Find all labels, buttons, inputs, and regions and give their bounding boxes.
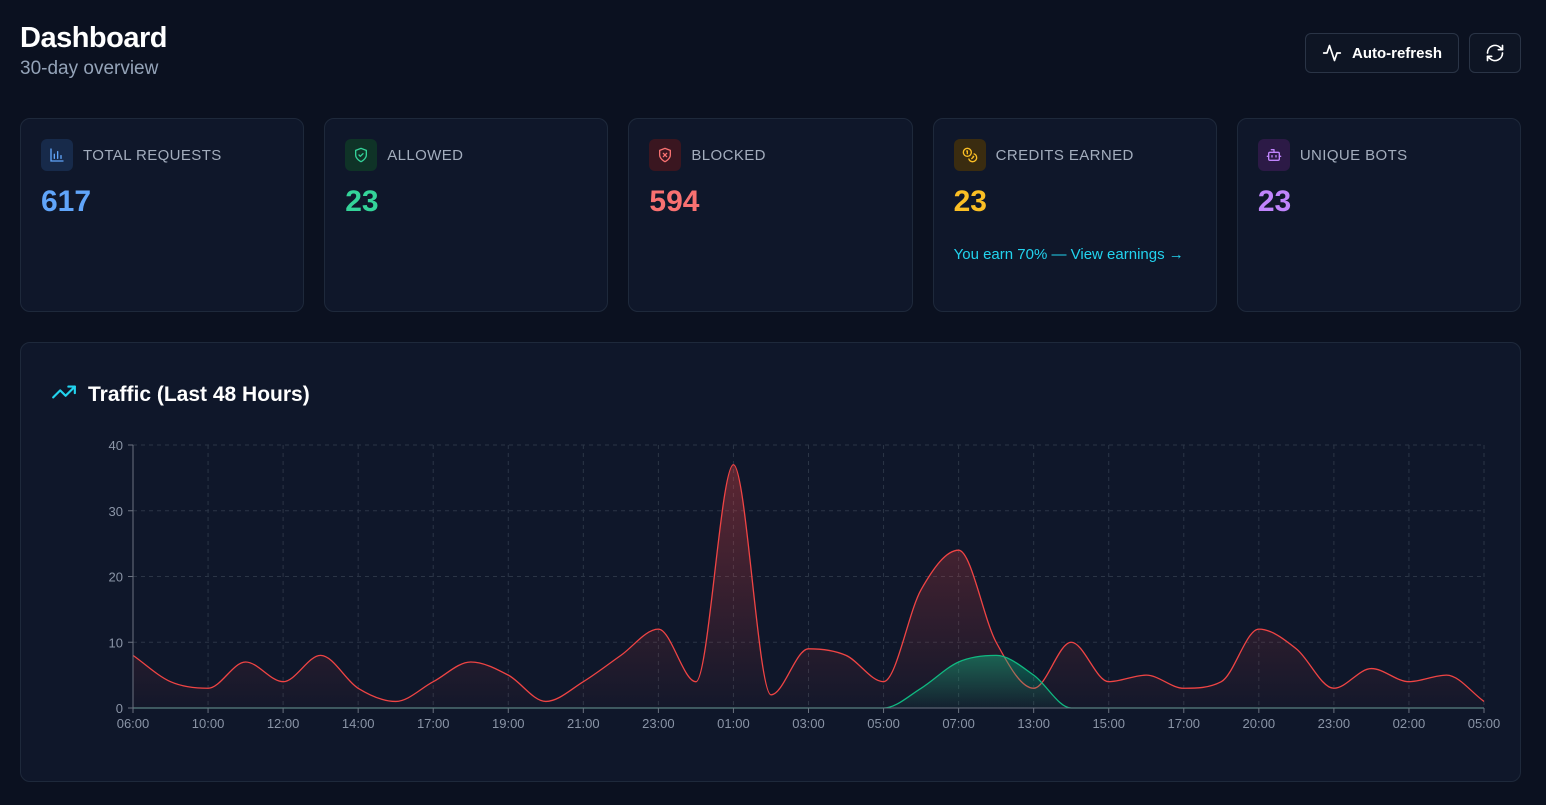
header-actions: Auto-refresh bbox=[1305, 33, 1521, 73]
stats-cards: TOTAL REQUESTS 617 ALLOWED 23 BLOCKED 59… bbox=[20, 118, 1522, 312]
view-earnings-link[interactable]: You earn 70% — View earnings → bbox=[953, 246, 1184, 263]
y-tick-label: 20 bbox=[109, 570, 123, 585]
x-tick-label: 17:00 bbox=[1168, 716, 1201, 731]
card-label: UNIQUE BOTS bbox=[1299, 146, 1408, 164]
card-credits-earned: CREDITS EARNED 23 You earn 70% — View ea… bbox=[932, 118, 1217, 312]
card-label: TOTAL REQUESTS bbox=[83, 146, 222, 164]
refresh-icon bbox=[1485, 43, 1505, 63]
x-tick-label: 07:00 bbox=[942, 716, 975, 731]
y-tick-label: 0 bbox=[116, 701, 123, 716]
card-value: 594 bbox=[649, 185, 700, 218]
shield-check-icon bbox=[345, 139, 378, 171]
y-tick-label: 40 bbox=[109, 438, 123, 453]
x-tick-label: 23:00 bbox=[642, 716, 675, 731]
card-total-requests: TOTAL REQUESTS 617 bbox=[20, 118, 305, 312]
x-tick-label: 15:00 bbox=[1092, 716, 1125, 731]
card-value: 23 bbox=[1257, 185, 1292, 218]
x-tick-label: 20:00 bbox=[1243, 716, 1276, 731]
refresh-button[interactable] bbox=[1469, 33, 1521, 73]
x-tick-label: 12:00 bbox=[267, 716, 300, 731]
x-tick-label: 02:00 bbox=[1393, 716, 1426, 731]
x-tick-label: 19:00 bbox=[492, 716, 525, 731]
x-tick-label: 05:00 bbox=[867, 716, 900, 731]
page-subtitle: 30-day overview bbox=[20, 58, 159, 79]
x-tick-label: 13:00 bbox=[1017, 716, 1050, 731]
card-value: 23 bbox=[345, 185, 379, 218]
x-tick-label: 17:00 bbox=[417, 716, 450, 731]
auto-refresh-label: Auto-refresh bbox=[1351, 44, 1442, 62]
traffic-chart: 0 10 20 30 40 06:00 10:00 12:00 14:00 17:00 19:00 2… bbox=[109, 438, 1501, 731]
traffic-header: Traffic (Last 48 Hours) bbox=[51, 379, 310, 410]
bot-icon bbox=[1257, 139, 1290, 171]
card-value: 23 bbox=[953, 185, 987, 218]
x-tick-label: 03:00 bbox=[792, 716, 825, 731]
card-label: ALLOWED bbox=[387, 146, 464, 164]
card-unique-bots: UNIQUE BOTS 23 bbox=[1236, 118, 1522, 312]
x-tick-label: 10:00 bbox=[192, 716, 225, 731]
x-tick-label: 21:00 bbox=[567, 716, 600, 731]
x-tick-label: 06:00 bbox=[117, 716, 150, 731]
blocked-series-line bbox=[132, 464, 1485, 703]
card-blocked: BLOCKED 594 bbox=[628, 118, 913, 312]
x-tick-label: 01:00 bbox=[717, 716, 750, 731]
x-tick-label: 14:00 bbox=[342, 716, 375, 731]
traffic-title: Traffic (Last 48 Hours) bbox=[88, 382, 310, 406]
shield-x-icon bbox=[649, 139, 682, 171]
y-tick-label: 30 bbox=[109, 504, 123, 519]
bar-chart-icon bbox=[41, 139, 73, 171]
activity-icon bbox=[1322, 43, 1342, 63]
card-allowed: ALLOWED 23 bbox=[324, 118, 609, 312]
traffic-panel: 0 10 20 30 40 06:00 10:00 12:00 14:00 17:00 19:00 2… bbox=[20, 342, 1521, 782]
trending-up-icon bbox=[51, 379, 77, 410]
auto-refresh-button[interactable]: Auto-refresh bbox=[1305, 33, 1459, 73]
y-tick-label: 10 bbox=[109, 635, 123, 650]
page-header: Dashboard 30-day overview bbox=[20, 20, 167, 80]
card-value: 617 bbox=[41, 185, 92, 218]
blocked-series-area bbox=[133, 464, 1484, 708]
x-tick-label: 23:00 bbox=[1318, 716, 1351, 731]
x-tick-label: 05:00 bbox=[1468, 716, 1501, 731]
card-label: CREDITS EARNED bbox=[995, 146, 1134, 164]
coins-icon bbox=[953, 139, 986, 171]
page-title: Dashboard bbox=[20, 22, 167, 54]
card-label: BLOCKED bbox=[691, 146, 766, 164]
